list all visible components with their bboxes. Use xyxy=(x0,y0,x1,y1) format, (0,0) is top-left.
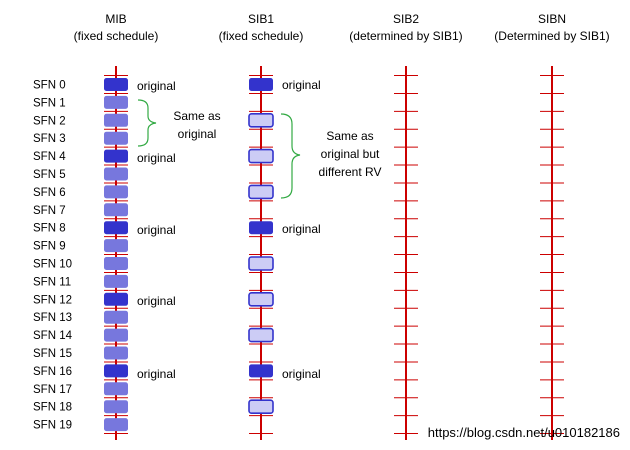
mib-repeat-block xyxy=(104,400,128,414)
sfn-label: SFN 14 xyxy=(33,330,73,342)
mib-repeat-block xyxy=(104,203,128,217)
mib-header-subtitle: (fixed schedule) xyxy=(74,29,159,43)
sib1-original-block xyxy=(249,78,273,91)
mib-original-label-sfn8: original xyxy=(137,223,176,237)
sfn-labels: SFN 0 SFN 1 SFN 2 SFN 3 SFN 4 SFN 5 SFN 6 SFN 7… xyxy=(33,80,73,432)
mib-repeat-block xyxy=(104,418,128,432)
sib1-header-subtitle: (fixed schedule) xyxy=(219,29,304,43)
mib-repeat-block xyxy=(104,131,128,145)
mib-original-block xyxy=(104,221,128,235)
sib1-original-label-sfn8: original xyxy=(282,222,321,236)
sfn-label: SFN 18 xyxy=(33,402,72,414)
sfn-label: SFN 3 xyxy=(33,133,66,145)
sfn-label: SFN 5 xyxy=(33,169,66,181)
sib1-same-as-text: Same as xyxy=(326,129,373,143)
sib2-header-title: SIB2 xyxy=(393,12,419,26)
sib1-rv-brace xyxy=(280,113,301,199)
mib-repeat-block xyxy=(104,328,128,342)
sib1-original-label-sfn16: original xyxy=(282,367,321,381)
timelines xyxy=(104,66,564,440)
mib-original-block xyxy=(104,149,128,163)
mib-repeat-block xyxy=(104,310,128,324)
sfn-label: SFN 19 xyxy=(33,420,72,432)
mib-original-label-sfn12: original xyxy=(137,294,176,308)
sib1-rv-block xyxy=(248,327,274,343)
blocks xyxy=(104,78,274,432)
mib-original-label-sfn0: original xyxy=(137,79,176,93)
sib1-original-block xyxy=(249,221,273,235)
sib2-header-subtitle: (determined by SIB1) xyxy=(349,29,462,43)
mib-repeat-block xyxy=(104,257,128,270)
sib1-header-title: SIB1 xyxy=(248,12,274,26)
sib1-different-rv-text: different RV xyxy=(319,165,382,179)
sfn-label: SFN 13 xyxy=(33,312,72,324)
sfn-label: SFN 17 xyxy=(33,384,72,396)
mib-original-label-sfn16: original xyxy=(137,367,176,381)
sfn-label: SFN 8 xyxy=(33,223,66,235)
sfn-label: SFN 0 xyxy=(33,80,66,92)
sibn-header-title: SIBN xyxy=(538,12,566,26)
sfn-label: SFN 10 xyxy=(33,259,72,271)
sfn-label: SFN 1 xyxy=(33,97,66,109)
mib-original-block xyxy=(104,292,128,306)
mib-repeat-block xyxy=(104,167,128,181)
mib-original-text: original xyxy=(178,127,217,141)
sfn-label: SFN 6 xyxy=(33,187,66,199)
watermark-text: https://blog.csdn.net/u010182186 xyxy=(428,425,620,440)
mib-repeat-block xyxy=(104,382,128,396)
mib-annotations: original original original original orig… xyxy=(137,79,221,381)
mib-repeat-block xyxy=(104,239,128,253)
mib-repeat-block xyxy=(104,346,128,360)
sib1-rv-block xyxy=(248,113,274,128)
sib1-original-block xyxy=(249,364,273,378)
mib-same-as-text: Same as xyxy=(173,109,220,123)
sib1-annotations: original original original Same as origi… xyxy=(280,78,382,381)
mib-repeat-block xyxy=(104,274,128,288)
mib-repeat-block xyxy=(104,113,128,127)
mib-original-block xyxy=(104,364,128,378)
mib-original-label-sfn4: original xyxy=(137,151,176,165)
sfn-label: SFN 2 xyxy=(33,115,66,127)
sfn-label: SFN 12 xyxy=(33,294,72,306)
sfn-label: SFN 11 xyxy=(33,276,71,288)
sib1-rv-block xyxy=(248,148,274,164)
sfn-label: SFN 4 xyxy=(33,151,66,163)
sib1-original-but-text: original but xyxy=(321,147,380,161)
mib-repeat-block xyxy=(104,95,128,109)
sibn-header-subtitle: (Determined by SIB1) xyxy=(494,29,609,43)
sfn-label: SFN 16 xyxy=(33,366,72,378)
sfn-label: SFN 9 xyxy=(33,241,66,253)
sfn-label: SFN 7 xyxy=(33,205,66,217)
mib-original-block xyxy=(104,78,128,91)
mib-repeat-brace xyxy=(137,99,157,147)
sib1-rv-block xyxy=(248,184,274,200)
sib1-rv-block xyxy=(248,256,274,271)
mib-repeat-block xyxy=(104,185,128,199)
mib-header-title: MIB xyxy=(105,12,126,26)
sib1-rv-block xyxy=(248,291,274,307)
sib1-rv-block xyxy=(248,399,274,415)
sfn-label: SFN 15 xyxy=(33,348,72,360)
sib1-original-label-sfn0: original xyxy=(282,78,321,92)
